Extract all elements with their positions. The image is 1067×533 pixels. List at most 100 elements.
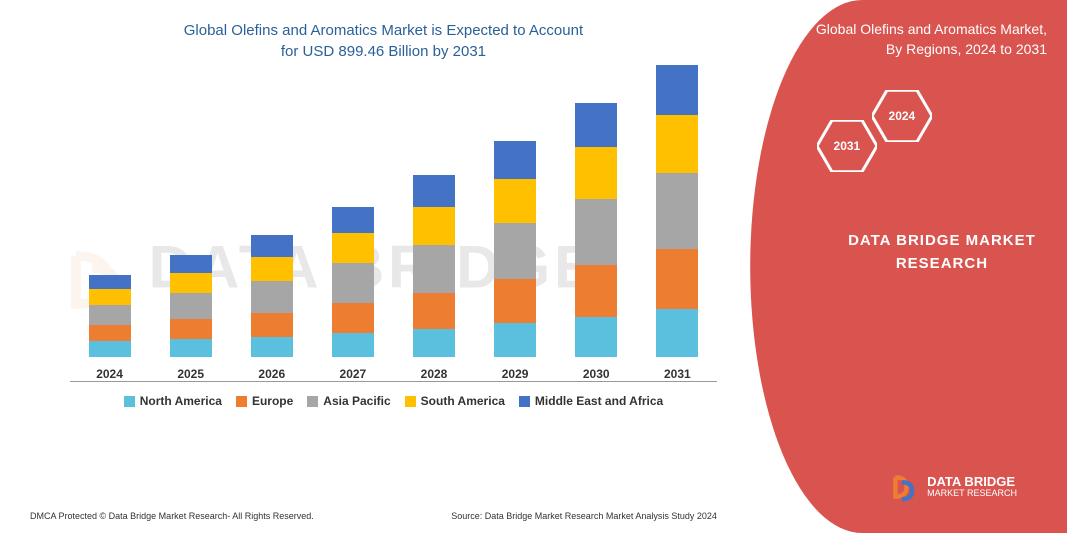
- right-panel: Global Olefins and Aromatics Market, By …: [747, 0, 1067, 533]
- bar-segment: [656, 249, 698, 309]
- logo-text: DATA BRIDGE MARKET RESEARCH: [927, 475, 1017, 499]
- x-axis-label: 2025: [177, 367, 204, 381]
- legend-item: North America: [124, 394, 222, 408]
- brand-line2: RESEARCH: [896, 255, 988, 272]
- right-title: Global Olefins and Aromatics Market, By …: [787, 20, 1047, 59]
- chart-title: Global Olefins and Aromatics Market is E…: [30, 20, 737, 62]
- bar-segment: [251, 257, 293, 281]
- bar-segment: [575, 147, 617, 199]
- root: DATA BRIDGE Global Olefins and Aromatics…: [0, 0, 1067, 533]
- bar-segment: [656, 173, 698, 249]
- bar-segment: [251, 313, 293, 337]
- legend-swatch: [307, 396, 318, 407]
- bar-segment: [251, 337, 293, 357]
- bar-segment: [170, 293, 212, 319]
- x-axis-label: 2031: [664, 367, 691, 381]
- bar-segment: [656, 65, 698, 115]
- legend-swatch: [519, 396, 530, 407]
- bar-group: 2030: [567, 103, 626, 381]
- hex-2024: 2024: [872, 90, 932, 142]
- bar-segment: [494, 279, 536, 323]
- bar-segment: [575, 265, 617, 317]
- footer-left: DMCA Protected © Data Bridge Market Rese…: [30, 511, 314, 521]
- bar: [170, 255, 212, 357]
- left-panel: DATA BRIDGE Global Olefins and Aromatics…: [0, 0, 747, 533]
- legend-swatch: [236, 396, 247, 407]
- bar-group: 2027: [323, 207, 382, 381]
- bar-segment: [656, 115, 698, 173]
- legend-label: South America: [421, 394, 505, 408]
- chart-title-line1: Global Olefins and Aromatics Market is E…: [184, 22, 583, 39]
- x-axis-label: 2024: [96, 367, 123, 381]
- legend-item: Middle East and Africa: [519, 394, 663, 408]
- footer: DMCA Protected © Data Bridge Market Rese…: [30, 511, 717, 521]
- legend-label: Asia Pacific: [323, 394, 390, 408]
- bar: [332, 207, 374, 357]
- bar-segment: [413, 293, 455, 329]
- x-axis-label: 2028: [421, 367, 448, 381]
- x-axis-label: 2026: [258, 367, 285, 381]
- bar-segment: [251, 235, 293, 257]
- bar-segment: [413, 207, 455, 245]
- bar-group: 2024: [80, 275, 139, 381]
- bar-segment: [89, 325, 131, 341]
- legend-label: Europe: [252, 394, 293, 408]
- bar: [413, 175, 455, 357]
- bar-group: 2031: [648, 65, 707, 381]
- bar-segment: [413, 245, 455, 293]
- bar-group: 2028: [404, 175, 463, 381]
- bar-segment: [89, 341, 131, 357]
- bar-group: 2026: [242, 235, 301, 381]
- bar-segment: [332, 207, 374, 233]
- legend-item: South America: [405, 394, 505, 408]
- bar-segment: [575, 103, 617, 147]
- legend-item: Europe: [236, 394, 293, 408]
- chart-area: 2024 2025 2026 2027 2028 2029 2030 2031 North A…: [70, 82, 717, 422]
- bar-segment: [332, 333, 374, 357]
- bars-container: 2024 2025 2026 2027 2028 2029 2030 2031: [70, 82, 717, 382]
- bar-group: 2029: [486, 141, 545, 381]
- bar: [251, 235, 293, 357]
- legend-label: North America: [140, 394, 222, 408]
- bar-segment: [413, 329, 455, 357]
- bar: [575, 103, 617, 357]
- legend-swatch: [124, 396, 135, 407]
- bar-segment: [89, 289, 131, 305]
- chart-title-line2: for USD 899.46 Billion by 2031: [281, 43, 486, 60]
- bar-segment: [494, 223, 536, 279]
- bar-segment: [413, 175, 455, 207]
- legend-label: Middle East and Africa: [535, 394, 663, 408]
- bar-segment: [332, 263, 374, 303]
- x-axis-label: 2027: [340, 367, 367, 381]
- bar-segment: [656, 309, 698, 357]
- brand-line1: DATA BRIDGE MARKET: [848, 232, 1036, 249]
- logo-corner: DATA BRIDGE MARKET RESEARCH: [889, 471, 1017, 503]
- right-title-line1: Global Olefins and Aromatics Market,: [816, 21, 1047, 37]
- bar-segment: [170, 273, 212, 293]
- bar-segment: [494, 323, 536, 357]
- bar-segment: [89, 305, 131, 325]
- legend-item: Asia Pacific: [307, 394, 390, 408]
- bar: [89, 275, 131, 357]
- bar-segment: [170, 339, 212, 357]
- right-title-line2: By Regions, 2024 to 2031: [886, 41, 1047, 57]
- bar-segment: [494, 141, 536, 179]
- bar-segment: [494, 179, 536, 223]
- bar-segment: [332, 233, 374, 263]
- bar-segment: [170, 255, 212, 273]
- bar: [656, 65, 698, 357]
- bar-segment: [575, 199, 617, 265]
- bar-group: 2025: [161, 255, 220, 381]
- legend: North America Europe Asia Pacific South Ame…: [70, 394, 717, 408]
- x-axis-label: 2030: [583, 367, 610, 381]
- logo-icon: [889, 471, 921, 503]
- bar-segment: [575, 317, 617, 357]
- legend-swatch: [405, 396, 416, 407]
- bar-segment: [251, 281, 293, 313]
- x-axis-label: 2029: [502, 367, 529, 381]
- logo-sub: MARKET RESEARCH: [927, 489, 1017, 499]
- logo-name: DATA BRIDGE: [927, 475, 1017, 489]
- bar-segment: [170, 319, 212, 339]
- footer-right: Source: Data Bridge Market Research Mark…: [451, 511, 717, 521]
- hex-2031: 2031: [817, 120, 877, 172]
